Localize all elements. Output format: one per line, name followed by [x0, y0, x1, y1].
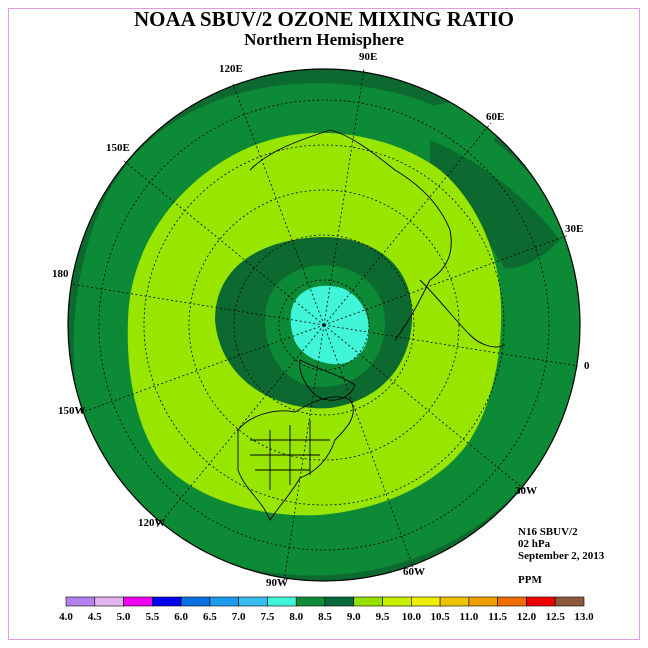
map-boundary: [67, 68, 581, 582]
lon-label-0: 0: [584, 360, 590, 372]
colorbar-tick-label: 9.0: [347, 611, 361, 623]
pole-cap-region: [290, 285, 369, 365]
colorbar-swatch: [94, 596, 124, 607]
colorbar-swatch: [497, 596, 527, 607]
colorbar-swatch: [324, 596, 355, 607]
colorbar-swatch: [123, 596, 153, 607]
colorbar-tick-label: 9.5: [376, 611, 390, 623]
colorbar-tick-label: 5.0: [117, 611, 131, 623]
colorbar-tick-label: 4.5: [88, 611, 102, 623]
date-label: September 2, 2013: [518, 550, 605, 562]
lon-label-90w: 90W: [266, 577, 288, 589]
colorbar-swatch: [152, 596, 182, 607]
colorbar-swatch: [209, 596, 239, 607]
meridian-150w: [79, 324, 325, 414]
coast-greenland: [299, 359, 356, 401]
lon-label-120e: 120E: [219, 63, 243, 75]
coast-eurasia: [249, 129, 452, 341]
colorbar-tick-label: 12.5: [546, 611, 566, 623]
meridian-120w: [156, 324, 325, 528]
lon-label-180: 180: [52, 268, 69, 280]
lat-circle-60: [233, 234, 415, 416]
colorbar-tick-label: 8.5: [318, 611, 332, 623]
colorbar-tick-label: 7.5: [261, 611, 275, 623]
colorbar-swatch: [382, 596, 412, 607]
lat-circle-30: [143, 144, 505, 506]
lon-label-60e: 60E: [486, 111, 505, 123]
lon-label-30w: 30W: [515, 485, 537, 497]
contour-fill: [68, 69, 580, 581]
colorbar-swatch: [65, 596, 96, 607]
instrument-label: N16 SBUV/2: [518, 526, 578, 538]
lon-label-150w: 150W: [58, 405, 86, 417]
plot-frame: [8, 8, 640, 640]
colorbar-tick-label: 4.0: [59, 611, 73, 623]
colorbar-swatch: [468, 596, 498, 607]
lon-label-90e: 90E: [359, 51, 378, 63]
colorbar-swatch: [526, 596, 556, 607]
colorbar-swatch: [295, 596, 326, 607]
colorbar-tick-label: 10.5: [430, 611, 450, 623]
colorbar-tick-label: 8.0: [289, 611, 303, 623]
pressure-level-label: 02 hPa: [518, 538, 551, 550]
colorbar-swatch: [439, 596, 470, 607]
lon-label-30e: 30E: [565, 223, 584, 235]
coast-north-america: [237, 396, 354, 521]
colorbar-tick-label: 5.5: [145, 611, 159, 623]
colorbar-swatch: [238, 596, 268, 607]
colorbar-tick-label: 7.0: [232, 611, 246, 623]
coastlines: [237, 129, 506, 521]
lat-circle-10: [98, 99, 550, 551]
lat-circle-80: [278, 279, 370, 371]
meridian-60e: [323, 122, 492, 326]
colorbar-swatch: [554, 596, 585, 607]
chart-subtitle: Northern Hemisphere: [244, 30, 404, 49]
colorbar: 4.0 4.5 5.0 5.5 6.0 6.5 7.0 7.5 8.0 8.5 9.0 9.5 10.0…: [59, 596, 594, 623]
colorbar-swatch: [267, 596, 297, 607]
coast-us-grid: [250, 420, 330, 490]
east-dark-band: [430, 140, 560, 269]
coast-europe: [419, 279, 506, 348]
chart-title: NOAA SBUV/2 OZONE MIXING RATIO: [134, 7, 514, 31]
colorbar-swatch: [411, 596, 441, 607]
meridian-30e: [323, 234, 570, 326]
lat-circle-40: [188, 189, 460, 461]
colorbar-swatch: [353, 596, 383, 607]
colorbar-tick-label: 13.0: [574, 611, 594, 623]
lon-label-120w: 120W: [138, 517, 166, 529]
lon-label-60w: 60W: [403, 566, 425, 578]
colorbar-tick-label: 6.5: [203, 611, 217, 623]
colorbar-tick-label: 10.0: [402, 611, 422, 623]
units-label: PPM: [518, 574, 542, 586]
lon-label-150e: 150E: [106, 142, 130, 154]
colorbar-tick-label: 12.0: [517, 611, 537, 623]
graticule: [70, 68, 579, 582]
colorbar-swatch: [180, 596, 211, 607]
colorbar-tick-label: 11.0: [460, 611, 479, 623]
colorbar-tick-label: 6.0: [174, 611, 188, 623]
colorbar-tick-label: 11.5: [488, 611, 507, 623]
